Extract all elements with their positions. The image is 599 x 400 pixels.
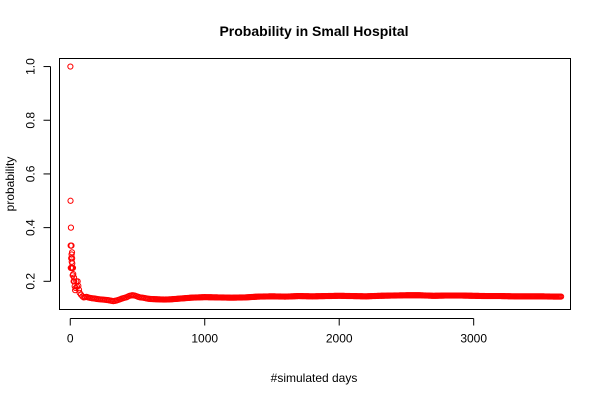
- x-tick-label: 3000: [460, 332, 487, 346]
- data-point: [74, 278, 81, 285]
- data-point: [75, 286, 83, 293]
- data-points: [67, 63, 565, 305]
- x-axis-title: #simulated days: [271, 371, 358, 385]
- data-point: [69, 260, 76, 267]
- y-tick-label: 0.2: [24, 273, 38, 290]
- y-tick-label: 1.0: [24, 58, 38, 75]
- data-point: [67, 197, 74, 204]
- data-point: [75, 282, 82, 289]
- y-tick-label: 0.4: [24, 219, 38, 236]
- data-point: [67, 224, 75, 231]
- data-point: [70, 270, 77, 278]
- x-axis: 0 1000 2000 3000: [67, 318, 487, 346]
- x-tick-label: 2000: [326, 332, 353, 346]
- y-tick-label: 0.8: [24, 112, 38, 129]
- x-tick-label: 1000: [191, 332, 218, 346]
- data-point: [67, 63, 74, 70]
- y-axis: 0.2 0.4 0.6 0.8 1.0: [24, 58, 51, 290]
- data-point: [69, 264, 77, 271]
- chart-title: Probability in Small Hospital: [219, 23, 408, 39]
- y-axis-title: probability: [3, 157, 17, 212]
- plot-area-border: [59, 58, 571, 310]
- y-tick-label: 0.6: [24, 165, 38, 182]
- data-point: [68, 249, 76, 256]
- data-point: [557, 293, 565, 300]
- data-point: [68, 242, 75, 249]
- x-tick-label: 0: [67, 332, 74, 346]
